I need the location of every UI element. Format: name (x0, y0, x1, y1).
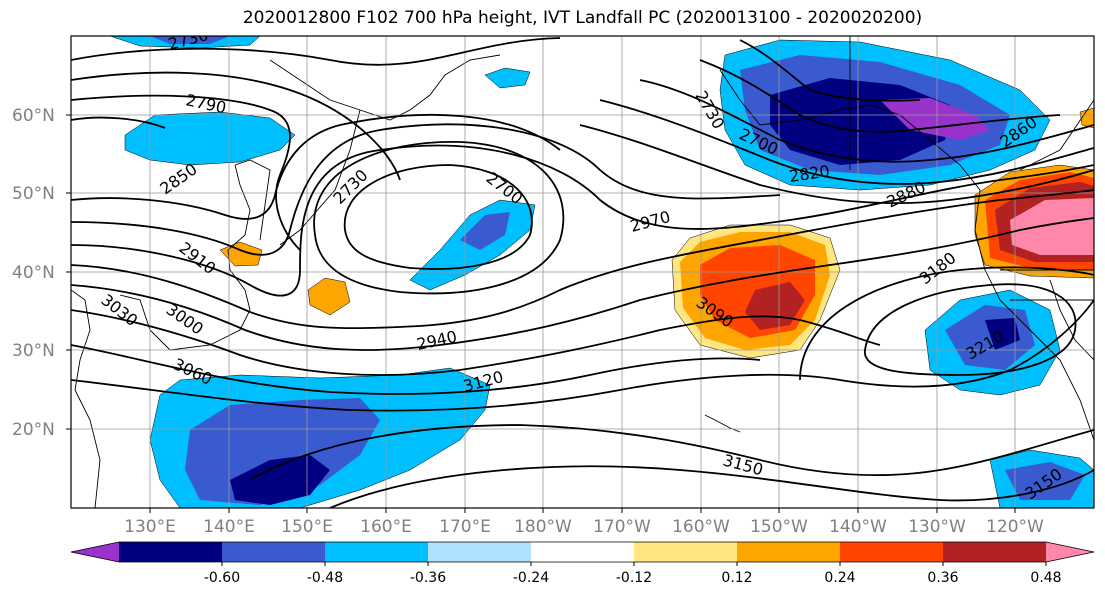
colorbar-extend-low (71, 542, 119, 562)
lat-label: 60°N (12, 106, 55, 126)
lon-label: 180°W (514, 517, 572, 537)
longitude-labels: 130°E 140°E 150°E 160°E 170°E 180°W 170°… (124, 517, 1044, 537)
ivt-shading (109, 36, 1094, 508)
shade-positive-small (1079, 107, 1094, 129)
lon-label: 150°E (281, 517, 333, 537)
figure-title: 2020012800 F102 700 hPa height, IVT Land… (242, 8, 923, 28)
colorbar-bin (531, 542, 635, 562)
lon-label: 140°E (203, 517, 255, 537)
lon-label: 140°W (829, 517, 887, 537)
shade-bering-negative (484, 67, 531, 89)
colorbar-bin (119, 542, 223, 562)
latitude-labels: 60°N 50°N 40°N 30°N 20°N (12, 106, 55, 440)
colorbar-bin (325, 542, 429, 562)
colorbar-bin (840, 542, 944, 562)
colorbar-bin (737, 542, 841, 562)
shade-positive-westcoast (1010, 198, 1094, 255)
shade-se-negative (1005, 462, 1085, 500)
lon-label: 170°E (439, 517, 491, 537)
colorbar-tick-label: -0.24 (513, 570, 549, 586)
shade-baja-negative (985, 318, 1020, 350)
lon-label: 160°E (360, 517, 412, 537)
colorbar-tick-label: -0.48 (307, 570, 343, 586)
colorbar-tick-label: 0.12 (721, 570, 752, 586)
colorbar-tick-label: -0.12 (616, 570, 652, 586)
coastlines (71, 36, 1094, 508)
height-contours (71, 37, 1094, 508)
shade-top-negative (150, 36, 230, 44)
colorbar-tick-label: 0.36 (927, 570, 958, 586)
colorbar-tick-label: 0.24 (824, 570, 855, 586)
colorbar-bin (943, 542, 1047, 562)
lon-label: 130°W (908, 517, 966, 537)
colorbar-tick-label: -0.36 (410, 570, 446, 586)
lon-label: 170°W (593, 517, 651, 537)
shade-alaska-negative (880, 98, 990, 140)
colorbar: -0.60 -0.48 -0.36 -0.24 -0.12 0.12 0.24 0.36 0.4… (70, 541, 1095, 586)
lat-label: 40°N (12, 263, 55, 283)
colorbar-bin (634, 542, 738, 562)
lon-label: 150°W (750, 517, 808, 537)
lon-label: 160°W (672, 517, 730, 537)
lat-label: 50°N (12, 184, 55, 204)
colorbar-bin (222, 542, 326, 562)
colorbar-bin (428, 542, 532, 562)
shade-subtropical-negative (230, 455, 330, 505)
axis-ticks (66, 114, 1016, 513)
colorbar-extend-high (1046, 542, 1094, 562)
colorbar-tick-label: -0.60 (204, 570, 240, 586)
lon-label: 120°W (986, 517, 1044, 537)
lat-label: 20°N (12, 420, 55, 440)
shade-positive-small (307, 277, 351, 316)
lon-label: 130°E (124, 517, 176, 537)
colorbar-tick-label: 0.48 (1030, 570, 1061, 586)
shade-central-negative (460, 212, 510, 250)
lat-label: 30°N (12, 341, 55, 361)
shade-okhotsk-negative (124, 111, 296, 166)
colorbar-outline (70, 541, 1095, 563)
